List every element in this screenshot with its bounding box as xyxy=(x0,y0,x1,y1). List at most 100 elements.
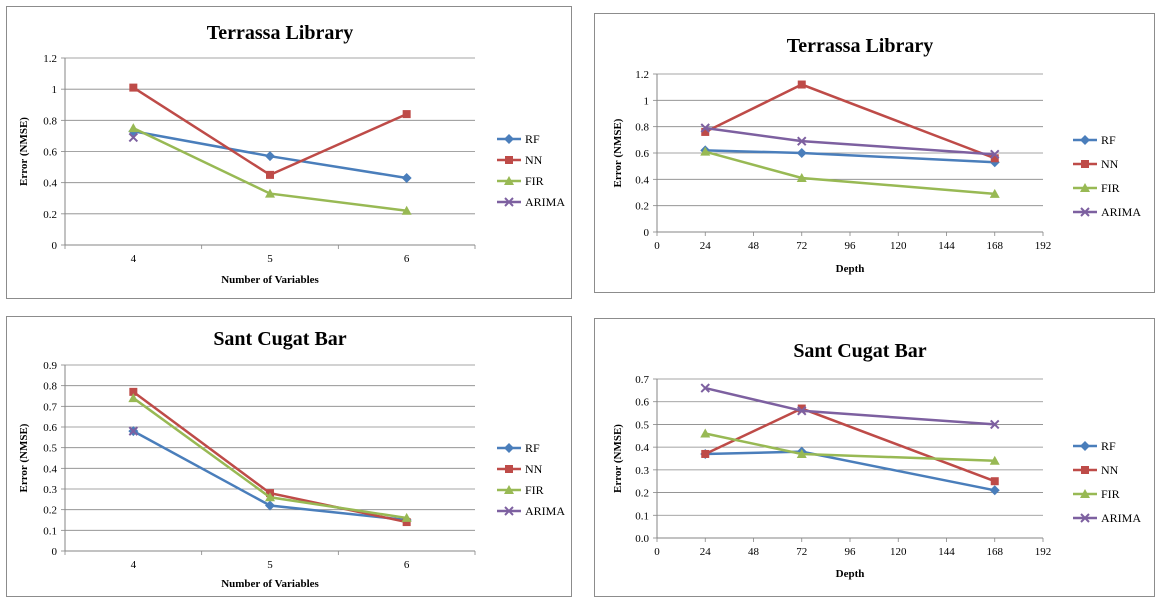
data-point-arima xyxy=(128,426,139,436)
legend-label: FIR xyxy=(1101,181,1120,195)
x-tick-label: 0 xyxy=(654,546,660,558)
y-tick-label: 0.6 xyxy=(635,397,649,409)
legend-item-rf: RF xyxy=(1073,133,1116,147)
y-tick-label: 1.2 xyxy=(43,53,57,65)
x-axis-label: Number of Variables xyxy=(221,578,319,590)
x-tick-label: 168 xyxy=(987,240,1004,252)
y-tick-label: 0 xyxy=(644,227,650,239)
legend-item-fir: FIR xyxy=(497,483,544,497)
chart-title: Terrassa Library xyxy=(787,35,933,57)
series-rf xyxy=(700,446,1000,496)
y-tick-label: 0.1 xyxy=(635,510,649,522)
data-point-nn xyxy=(129,83,138,92)
data-point-nn xyxy=(701,449,710,458)
legend-label: NN xyxy=(1101,157,1119,171)
series-line-fir xyxy=(704,150,995,196)
legend-item-arima: ARIMA xyxy=(497,504,565,518)
y-axis-label: Error (NMSE) xyxy=(18,423,30,492)
y-tick-label: 0.0 xyxy=(635,533,649,545)
data-point-rf xyxy=(989,485,1000,496)
legend-item-nn: NN xyxy=(497,462,543,476)
y-tick-label: 0.3 xyxy=(43,484,57,496)
y-tick-label: 0.6 xyxy=(635,148,649,160)
y-tick-label: 0.4 xyxy=(43,178,57,190)
data-point-arima xyxy=(990,149,1000,160)
data-point-rf xyxy=(796,148,807,158)
y-tick-label: 0.2 xyxy=(43,505,57,517)
data-point-nn xyxy=(402,110,411,119)
y-tick-label: 0 xyxy=(52,546,58,558)
chart-panel-3: Sant Cugat Bar 0 0.1 0.2 0.3 0.4 0.5 0.6 0.7 0.8 0… xyxy=(6,316,572,597)
y-tick-label: 0.8 xyxy=(43,381,57,393)
data-point-fir xyxy=(796,173,807,183)
y-tick-label: 0.3 xyxy=(635,465,649,477)
series-fir xyxy=(700,146,1000,198)
x-tick-label: 96 xyxy=(845,240,857,252)
chart-panel-2: Terrassa Library 0 0.2 0.4 0.6 0.8 1 1.2 0 24 48 72… xyxy=(594,13,1155,293)
chart-svg-4: Sant Cugat Bar 0.0 0.1 0.2 0.3 0.4 0.5 0.6 0.7 0 2… xyxy=(612,340,1141,580)
data-point-arima xyxy=(797,136,807,146)
chart-title: Terrassa Library xyxy=(207,22,353,44)
data-point-nn xyxy=(797,404,806,413)
y-tick-label: 1.2 xyxy=(635,69,649,81)
data-point-arima xyxy=(700,383,710,393)
y-tick-label: 1 xyxy=(52,84,58,96)
x-tick-label: 0 xyxy=(654,240,660,252)
x-tick-label: 96 xyxy=(845,546,857,558)
legend-label: RF xyxy=(525,132,540,146)
y-axis-label: Error (NMSE) xyxy=(18,117,30,186)
series-line-nn xyxy=(132,86,408,177)
legend-item-fir: FIR xyxy=(1073,487,1120,501)
x-tick-label: 5 xyxy=(267,559,273,571)
legend-item-rf: RF xyxy=(497,132,540,146)
data-point-nn xyxy=(701,127,710,136)
legend-item-nn: NN xyxy=(1073,157,1119,171)
y-tick-label: 1 xyxy=(644,95,650,107)
x-tick-label: 72 xyxy=(796,546,807,558)
y-tick-label: 0.8 xyxy=(635,122,649,134)
y-axis-label: Error (NMSE) xyxy=(612,424,624,493)
data-point-nn xyxy=(402,518,411,527)
legend-item-arima: ARIMA xyxy=(1073,205,1141,219)
series-arima xyxy=(700,383,1000,430)
series-line-nn xyxy=(704,407,996,483)
legend-label: ARIMA xyxy=(525,504,565,518)
data-point-fir xyxy=(700,146,711,156)
legend-marker xyxy=(1081,160,1089,168)
x-tick-label: 144 xyxy=(938,240,955,252)
y-tick-label: 0.5 xyxy=(43,443,57,455)
data-point-nn xyxy=(990,154,999,163)
legend-marker xyxy=(504,197,514,207)
y-tick-label: 0.4 xyxy=(43,463,57,475)
series-fir xyxy=(128,123,412,215)
y-tick-label: 0 xyxy=(52,240,58,252)
x-tick-label: 120 xyxy=(890,546,907,558)
data-point-fir xyxy=(265,188,275,198)
legend-marker xyxy=(1081,466,1089,474)
series-line-arima xyxy=(704,386,995,426)
series-line-nn xyxy=(704,83,996,160)
y-tick-label: 0.6 xyxy=(43,147,57,159)
x-axis-label: Depth xyxy=(836,568,865,580)
y-tick-label: 0.8 xyxy=(43,115,57,127)
x-tick-label: 5 xyxy=(267,253,273,265)
chart-panel-1: Terrassa Library 0 0.2 0.4 0.6 0.8 1 1.2 4 5 6 Numb… xyxy=(6,6,572,299)
legend-label: RF xyxy=(1101,439,1116,453)
legend-marker xyxy=(1080,513,1090,523)
data-point-arima xyxy=(797,406,807,416)
legend-marker xyxy=(1080,183,1090,192)
y-tick-label: 0.4 xyxy=(635,174,649,186)
y-tick-label: 0.5 xyxy=(635,419,649,431)
series-fir xyxy=(128,393,412,522)
legend-item-nn: NN xyxy=(497,153,543,167)
y-tick-label: 0.9 xyxy=(43,360,57,372)
chart-svg-1: Terrassa Library 0 0.2 0.4 0.6 0.8 1 1.2 4 5 6 Numb… xyxy=(18,22,565,286)
legend-marker xyxy=(505,156,513,164)
data-point-fir xyxy=(700,428,711,438)
x-tick-label: 6 xyxy=(404,253,410,265)
x-tick-label: 4 xyxy=(131,253,137,265)
x-axis-label: Depth xyxy=(836,263,865,275)
series-arima xyxy=(128,132,139,143)
data-point-nn xyxy=(797,80,806,89)
data-point-rf xyxy=(265,151,275,162)
